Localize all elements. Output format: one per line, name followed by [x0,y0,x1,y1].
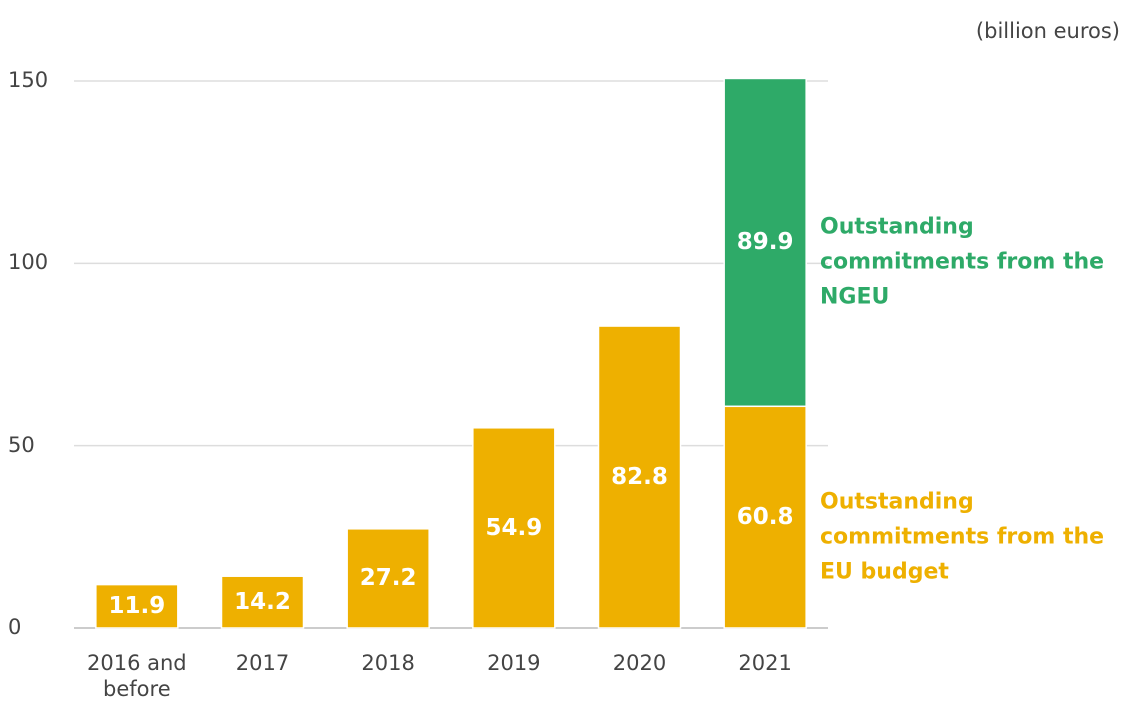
value-label: 54.9 [485,514,543,541]
value-label: 11.9 [108,593,166,620]
x-tick-label: 2020 [612,651,667,675]
y-tick-label: 50 [8,432,35,457]
value-label: 89.9 [736,229,794,256]
bar [597,325,682,629]
x-tick-label: 2018 [361,651,415,675]
bar [723,405,807,629]
value-label: 14.2 [234,589,291,616]
value-label: 60.8 [736,504,794,531]
y-tick-label: 0 [8,615,22,639]
legend-entry: Outstanding commitments from the NGEU [820,214,1105,310]
x-tick-label: 2017 [235,651,290,675]
value-label: 27.2 [359,565,417,592]
bar [723,77,807,408]
bar [346,528,430,629]
y-tick-label: 150 [8,68,49,92]
bar [220,575,305,629]
legend-entry: Outstanding commitments from the EU budg… [820,489,1105,585]
x-tick-label: 2016 and before [87,651,187,701]
value-label: 82.8 [611,464,668,491]
bar [472,427,556,629]
unit-label: (billion euros) [975,19,1120,43]
y-tick-label: 100 [8,250,49,275]
x-tick-label: 2019 [487,651,541,675]
bar [95,583,179,629]
x-tick-label: 2021 [738,651,792,675]
